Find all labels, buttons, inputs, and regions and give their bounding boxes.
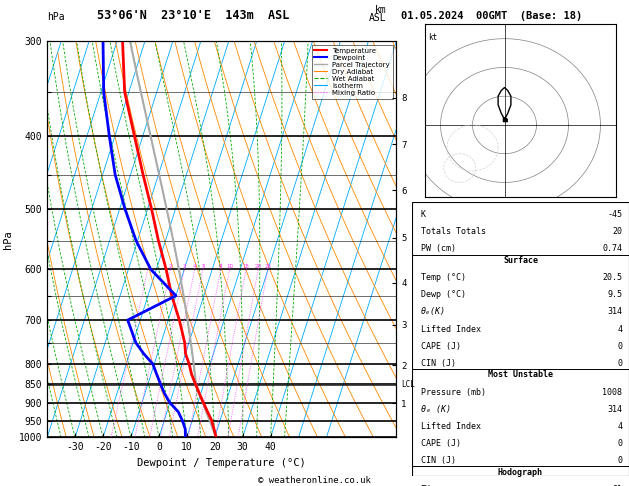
Text: hPa: hPa xyxy=(47,12,65,22)
Text: θₑ (K): θₑ (K) xyxy=(421,404,450,414)
Text: km: km xyxy=(375,4,387,15)
Text: CAPE (J): CAPE (J) xyxy=(421,342,460,350)
Text: 2: 2 xyxy=(169,264,172,269)
Text: © weatheronline.co.uk: © weatheronline.co.uk xyxy=(258,476,371,485)
Text: Most Unstable: Most Unstable xyxy=(488,370,553,380)
Text: PW (cm): PW (cm) xyxy=(421,244,455,253)
Text: θₑ(K): θₑ(K) xyxy=(421,308,446,316)
Text: LCL: LCL xyxy=(401,380,415,389)
Text: 1: 1 xyxy=(146,264,150,269)
Text: 5: 5 xyxy=(201,264,204,269)
Text: 25: 25 xyxy=(264,264,271,269)
Text: 3: 3 xyxy=(182,264,186,269)
Text: 20: 20 xyxy=(613,227,623,236)
Text: 15: 15 xyxy=(243,264,250,269)
Text: K: K xyxy=(421,210,426,219)
Text: 0: 0 xyxy=(618,359,623,367)
Text: 53°06'N  23°10'E  143m  ASL: 53°06'N 23°10'E 143m ASL xyxy=(97,9,290,22)
Text: kt: kt xyxy=(428,33,437,42)
Text: CAPE (J): CAPE (J) xyxy=(421,438,460,448)
X-axis label: Dewpoint / Temperature (°C): Dewpoint / Temperature (°C) xyxy=(137,458,306,468)
Text: CIN (J): CIN (J) xyxy=(421,359,455,367)
Text: Temp (°C): Temp (°C) xyxy=(421,274,465,282)
Text: 4: 4 xyxy=(618,421,623,431)
Text: Lifted Index: Lifted Index xyxy=(421,421,481,431)
Text: Totals Totals: Totals Totals xyxy=(421,227,486,236)
Text: 20.5: 20.5 xyxy=(603,274,623,282)
Text: CIN (J): CIN (J) xyxy=(421,455,455,465)
Text: -45: -45 xyxy=(608,210,623,219)
Text: 1008: 1008 xyxy=(603,387,623,397)
Text: 01.05.2024  00GMT  (Base: 18): 01.05.2024 00GMT (Base: 18) xyxy=(401,11,582,21)
Text: 10: 10 xyxy=(226,264,233,269)
Text: 314: 314 xyxy=(608,404,623,414)
Text: 314: 314 xyxy=(608,308,623,316)
Text: Pressure (mb): Pressure (mb) xyxy=(421,387,486,397)
Text: ASL: ASL xyxy=(369,13,387,23)
Text: Lifted Index: Lifted Index xyxy=(421,325,481,333)
Text: 8: 8 xyxy=(219,264,223,269)
Text: 20: 20 xyxy=(255,264,262,269)
Text: 0: 0 xyxy=(618,455,623,465)
Text: Dewp (°C): Dewp (°C) xyxy=(421,291,465,299)
Text: 91: 91 xyxy=(613,485,623,486)
Text: Hodograph: Hodograph xyxy=(498,468,543,477)
Legend: Temperature, Dewpoint, Parcel Trajectory, Dry Adiabat, Wet Adiabat, Isotherm, Mi: Temperature, Dewpoint, Parcel Trajectory… xyxy=(311,45,392,99)
Text: EH: EH xyxy=(421,485,431,486)
Text: 0.74: 0.74 xyxy=(603,244,623,253)
Text: 9.5: 9.5 xyxy=(608,291,623,299)
Text: 0: 0 xyxy=(618,342,623,350)
Text: 0: 0 xyxy=(618,438,623,448)
Text: 4: 4 xyxy=(618,325,623,333)
Text: Surface: Surface xyxy=(503,257,538,265)
Y-axis label: hPa: hPa xyxy=(3,230,13,249)
Text: 4: 4 xyxy=(193,264,196,269)
